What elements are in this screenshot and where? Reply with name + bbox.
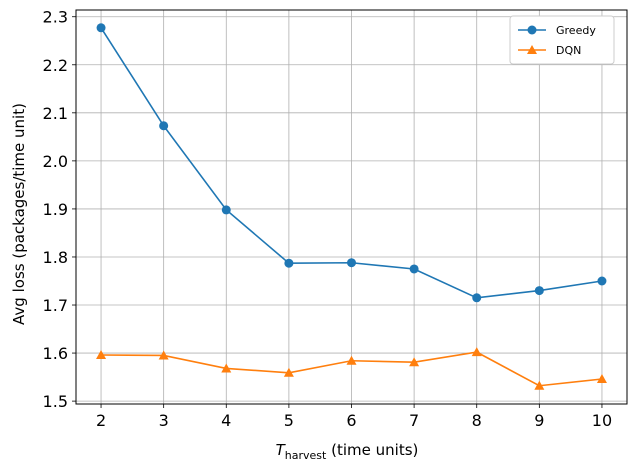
data-point-dqn — [346, 355, 357, 365]
x-axis-ticks: 2 3 4 5 6 7 8 9 10 — [96, 404, 612, 430]
y-tick-label: 1.5 — [43, 392, 68, 411]
y-tick-label: 2.1 — [43, 104, 68, 123]
data-point-dqn — [534, 380, 545, 390]
x-tick-label: 10 — [592, 411, 612, 430]
data-point-greedy — [534, 286, 544, 296]
data-point-greedy — [409, 264, 419, 274]
y-tick-label: 2.3 — [43, 8, 68, 27]
series-greedy — [96, 23, 607, 303]
legend-label-greedy: Greedy — [556, 24, 596, 37]
data-point-dqn — [221, 363, 232, 373]
x-tick-label: 3 — [159, 411, 169, 430]
plot-frame — [75, 9, 628, 405]
x-axis-label: Tharvest (time units) — [276, 441, 419, 462]
data-point-dqn — [96, 349, 107, 359]
data-point-greedy — [347, 258, 356, 268]
x-tick-label: 7 — [409, 411, 419, 430]
legend-marker-dqn — [527, 45, 537, 54]
data-point-dqn — [596, 374, 607, 384]
y-tick-label: 1.6 — [43, 344, 68, 363]
y-tick-label: 1.7 — [43, 296, 68, 315]
x-tick-label: 5 — [284, 411, 294, 430]
y-tick-label: 1.9 — [43, 200, 68, 219]
y-axis-label: Avg loss (packages/time unit) — [10, 103, 28, 325]
data-point-greedy — [597, 276, 607, 286]
y-axis-ticks: 1.5 1.6 1.7 1.8 1.9 2.0 2.1 2.2 2.3 — [43, 8, 76, 411]
data-point-greedy — [284, 258, 294, 268]
x-tick-label: 4 — [221, 411, 231, 430]
y-tick-label: 2.0 — [43, 152, 68, 171]
x-tick-label: 8 — [472, 411, 482, 430]
legend-item-greedy: Greedy — [518, 24, 596, 37]
legend-marker-greedy — [527, 25, 537, 35]
data-point-greedy — [472, 293, 482, 303]
x-tick-label: 2 — [96, 411, 106, 430]
data-point-dqn — [409, 357, 420, 367]
legend-label-dqn: DQN — [556, 44, 581, 57]
data-point-greedy — [96, 23, 106, 33]
legend-item-dqn: DQN — [518, 44, 581, 57]
series-layer — [96, 23, 607, 390]
data-point-greedy — [221, 205, 231, 215]
x-tick-label: 6 — [346, 411, 356, 430]
x-tick-label: 9 — [534, 411, 544, 430]
y-tick-label: 2.2 — [43, 56, 68, 75]
data-point-greedy — [159, 121, 169, 131]
legend: Greedy DQN — [509, 15, 615, 65]
data-point-dqn — [158, 350, 169, 360]
y-tick-label: 1.8 — [43, 248, 68, 267]
series-dqn — [96, 347, 607, 390]
data-point-dqn — [283, 367, 294, 377]
grid — [76, 10, 627, 404]
data-point-dqn — [471, 347, 482, 357]
